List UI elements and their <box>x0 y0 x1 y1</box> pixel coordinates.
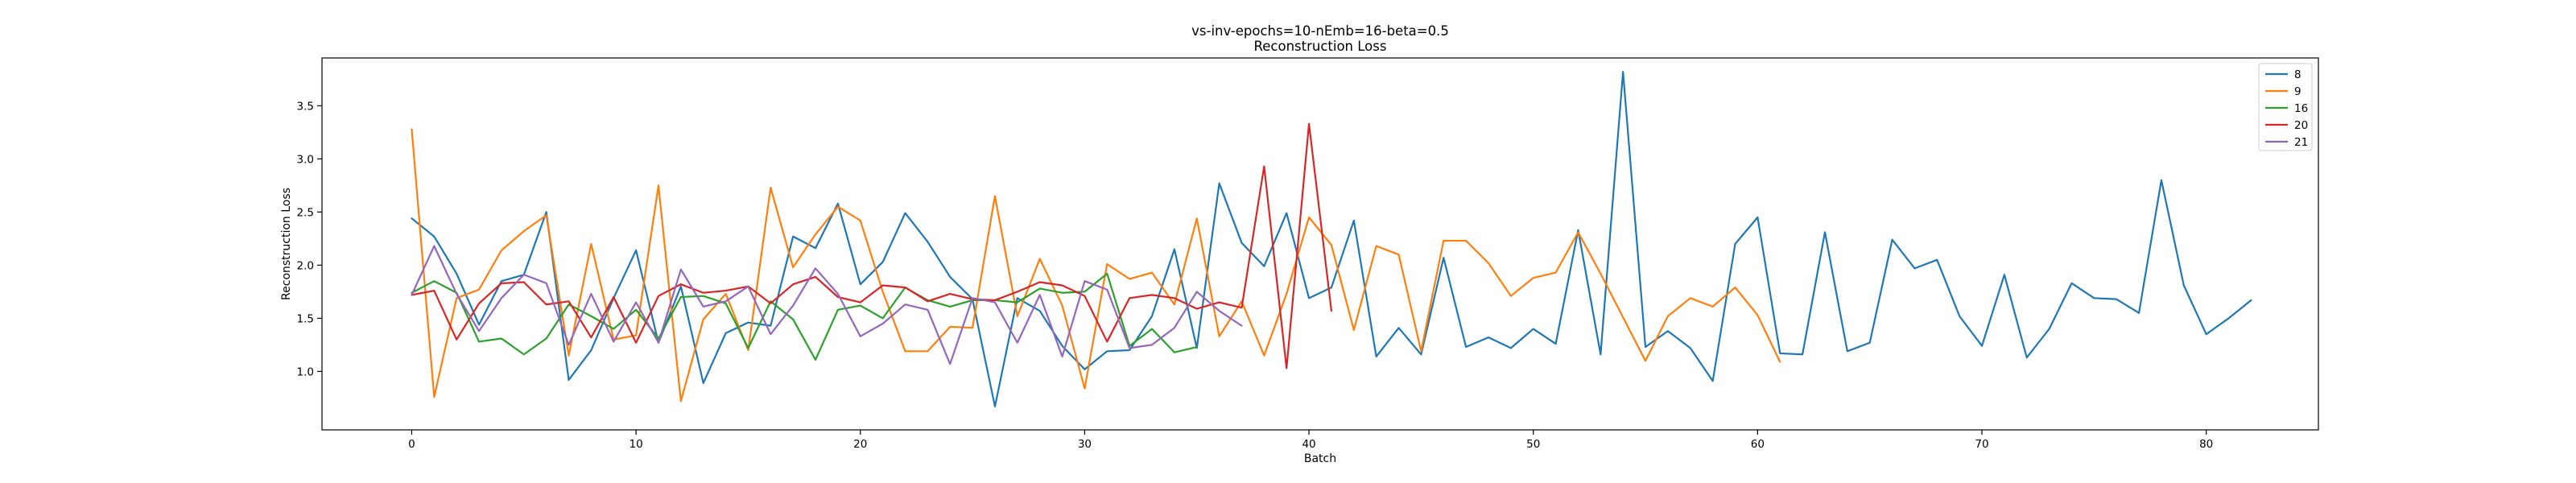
x-tick-label: 50 <box>1526 438 1540 451</box>
legend-label-9: 9 <box>2294 85 2301 98</box>
x-axis-label: Batch <box>1304 452 1336 465</box>
chart-subtitle: Reconstruction Loss <box>1254 39 1387 54</box>
legend: 8 9 16 20 21 <box>2258 63 2313 151</box>
legend-label-21: 21 <box>2294 136 2308 149</box>
legend-label-8: 8 <box>2294 68 2301 81</box>
series-line-16 <box>411 272 1198 361</box>
y-tick-label: 1.5 <box>297 312 314 325</box>
x-axis: 0 10 20 30 40 50 60 70 80 <box>408 430 2213 451</box>
series-line-20 <box>411 122 1333 369</box>
x-tick-label: 0 <box>408 438 415 451</box>
x-tick-label: 70 <box>1975 438 1988 451</box>
y-tick-label: 2.5 <box>297 206 314 219</box>
y-tick-label: 1.0 <box>297 365 314 378</box>
chart-title: vs-inv-epochs=10-nEmb=16-beta=0.5 <box>1191 23 1449 39</box>
series-line-8 <box>411 71 2252 408</box>
series-line-21 <box>411 245 1243 365</box>
y-tick-label: 3.0 <box>297 153 314 166</box>
x-tick-label: 40 <box>1302 438 1315 451</box>
x-tick-label: 60 <box>1751 438 1765 451</box>
legend-label-16: 16 <box>2294 102 2308 115</box>
plot-frame <box>321 57 2319 431</box>
legend-label-20: 20 <box>2294 119 2308 132</box>
y-axis-label: Reconstruction Loss <box>280 188 293 300</box>
y-axis: 1.0 1.5 2.0 2.5 3.0 3.5 <box>297 100 322 378</box>
y-tick-label: 3.5 <box>297 100 314 113</box>
y-tick-label: 2.0 <box>297 259 314 272</box>
x-tick-label: 80 <box>2199 438 2213 451</box>
x-tick-label: 10 <box>630 438 643 451</box>
x-tick-label: 30 <box>1078 438 1092 451</box>
plot-area <box>411 71 2252 408</box>
x-tick-label: 20 <box>853 438 867 451</box>
